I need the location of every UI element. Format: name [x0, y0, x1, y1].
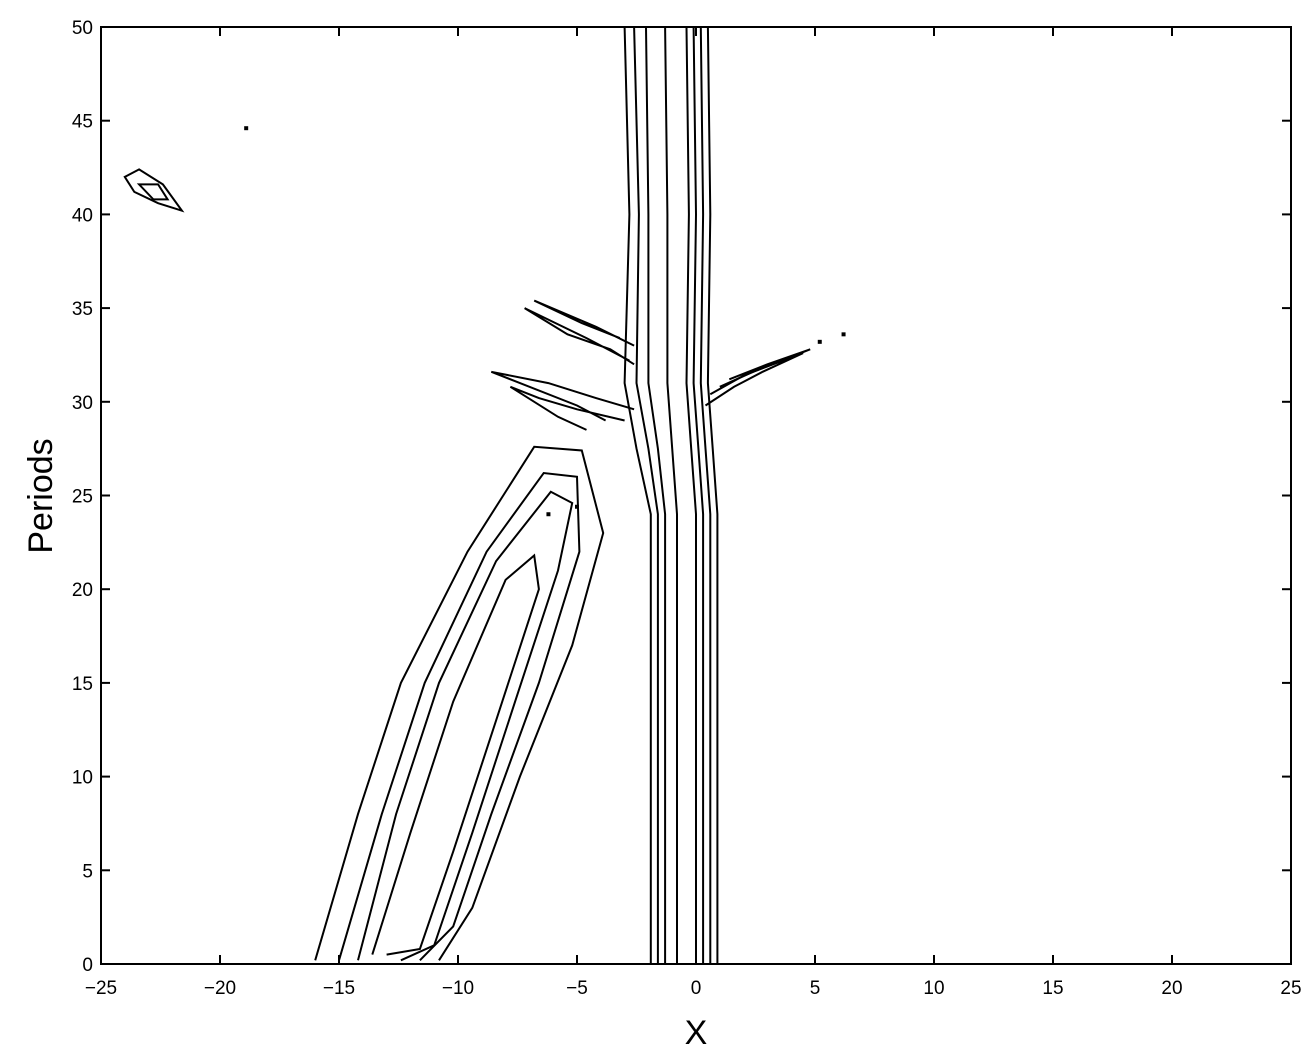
y-tick-label: 35: [72, 299, 93, 320]
contour-speck: [817, 339, 822, 344]
vertical-band-contour: [685, 26, 697, 964]
diagonal-band-contour: [371, 553, 540, 956]
vertical-band-contour: [664, 26, 678, 964]
y-tick-label: 30: [72, 393, 93, 414]
upper-left-ellipse-contour: [123, 168, 185, 213]
x-tick-label: 25: [1280, 978, 1301, 999]
x-tick-label: 0: [691, 978, 702, 999]
vertical-band-contour: [706, 26, 719, 964]
x-tick-label: 15: [1042, 978, 1063, 999]
diagonal-band-contour: [314, 445, 605, 961]
contour-speck: [244, 126, 249, 131]
y-tick-label: 10: [72, 768, 93, 789]
y-tick-label: 15: [72, 674, 93, 695]
diagonal-band-contour: [357, 490, 574, 962]
x-tick-label: 10: [923, 978, 944, 999]
contour-lines: [123, 26, 811, 964]
y-tick-label: 20: [72, 580, 93, 601]
left-wing-lower-contour: [490, 370, 635, 422]
contour-speck: [546, 512, 551, 517]
contour-speck: [841, 332, 846, 337]
x-tick-label: −20: [204, 978, 236, 999]
diagonal-band-contour: [338, 471, 581, 962]
right-wing-contour: [709, 348, 811, 396]
y-tick-label: 40: [72, 205, 93, 226]
vertical-band-contour: [645, 26, 667, 964]
x-tick-label: −25: [85, 978, 117, 999]
x-tick-label: −10: [442, 978, 474, 999]
x-tick-label: −15: [323, 978, 355, 999]
left-wing-upper-contour: [524, 307, 635, 366]
left-wing-upper-contour: [533, 299, 635, 347]
y-tick-label: 5: [82, 861, 93, 882]
x-tick-label: −5: [566, 978, 588, 999]
contour-specks: [244, 126, 846, 517]
x-tick-label: 5: [810, 978, 821, 999]
vertical-band-contour: [623, 26, 652, 964]
vertical-band-contour: [692, 26, 705, 964]
upper-left-ellipse-contour: [136, 183, 170, 201]
left-wing-lower-contour: [509, 385, 625, 431]
x-tick-label: 20: [1161, 978, 1182, 999]
y-tick-label: 45: [72, 112, 93, 133]
x-axis-label: X: [685, 1014, 708, 1048]
y-axis-label: Periods: [22, 438, 60, 553]
vertical-band-contour: [699, 26, 712, 964]
contour-speck: [575, 504, 579, 509]
y-tick-label: 50: [72, 18, 93, 39]
y-tick-label: 25: [72, 487, 93, 508]
y-tick-label: 0: [82, 955, 93, 976]
vertical-band-contour: [633, 26, 659, 964]
